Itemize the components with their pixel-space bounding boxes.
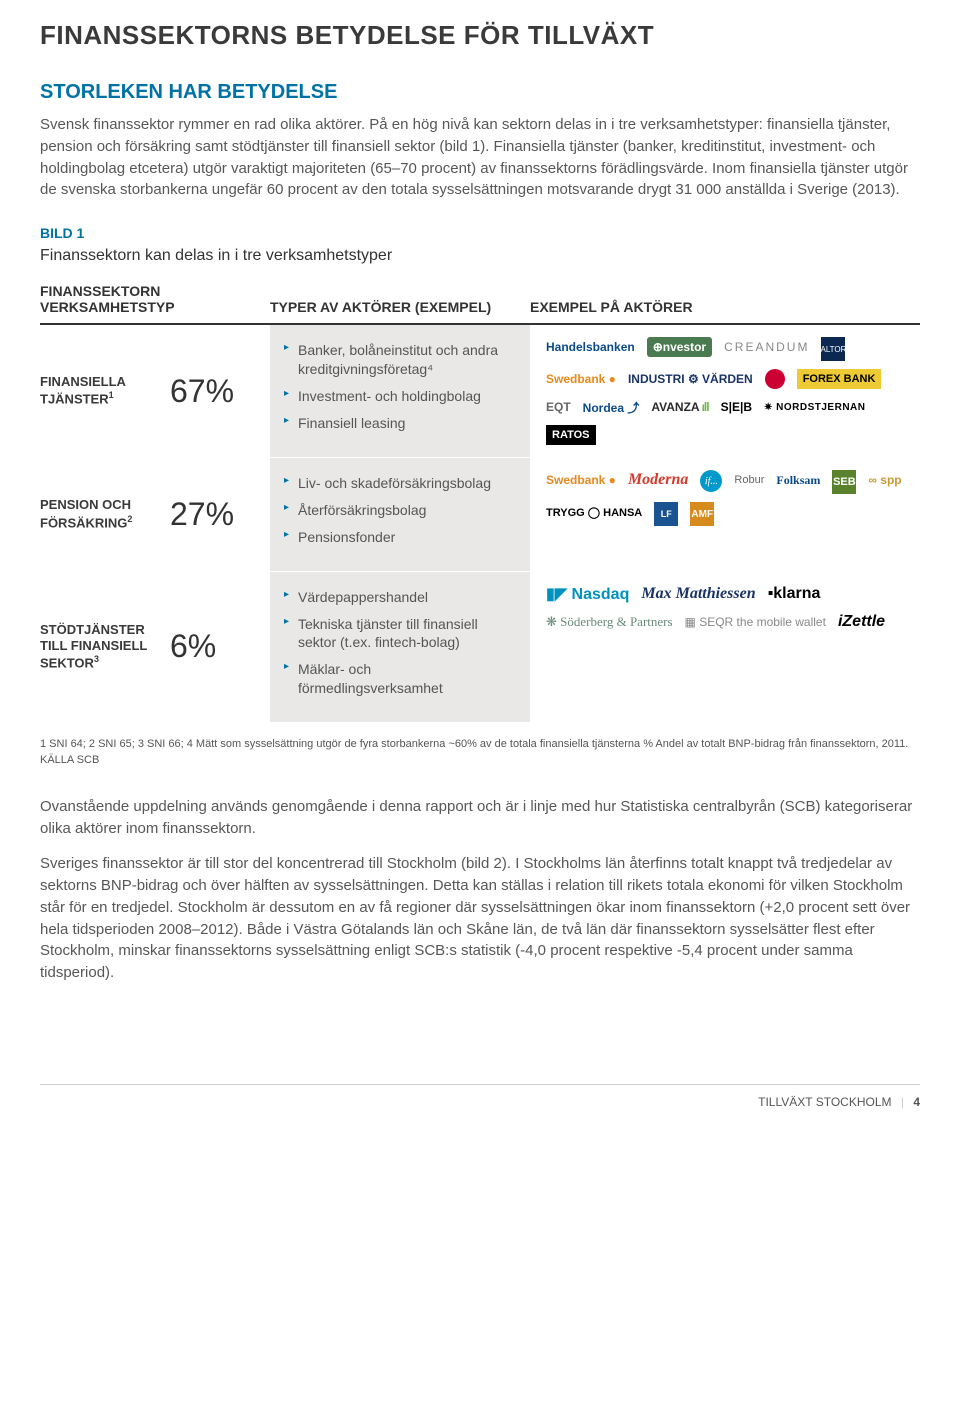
- company-logo: if...: [700, 470, 722, 492]
- company-logo: LF: [654, 502, 678, 526]
- footer-page-number: 4: [913, 1095, 920, 1109]
- row-logos-cell: Swedbank ● Moderna if... Robur Folksam SEB ∞ s…: [530, 458, 920, 571]
- page-footer: TILLVÄXT STOCKHOLM | 4: [40, 1084, 920, 1109]
- col-header-1-line1: FINANSSEKTORN: [40, 283, 160, 299]
- row-bullets-cell: Banker, bolåneinstitut och andra kreditg…: [270, 325, 530, 457]
- body-paragraph: Sveriges finanssektor är till stor del k…: [40, 853, 920, 984]
- footer-label: TILLVÄXT STOCKHOLM: [758, 1095, 891, 1109]
- company-logo: ▮◤ Nasdaq: [546, 584, 629, 604]
- body-paragraph: Ovanstående uppdelning används genomgåen…: [40, 796, 920, 840]
- row-category-cell: STÖDTJÄNSTER TILL FINANSIELL SEKTOR36%: [40, 572, 270, 722]
- company-logo: TRYGG ◯ HANSA: [546, 502, 642, 522]
- col-header-1: FINANSSEKTORN VERKSAMHETSTYP: [40, 283, 270, 315]
- company-logo: RATOS: [546, 425, 596, 445]
- row-bullets-cell: Värdepappershandel Tekniska tjänster till…: [270, 572, 530, 722]
- row-percentage: 6%: [160, 628, 216, 665]
- bullet-item: Finansiell leasing: [284, 414, 516, 433]
- row-logos-cell: ▮◤ Nasdaq Max Matthiessen ▪klarna ❋ Söderbe…: [530, 572, 920, 722]
- company-logo: ✷ NORDSTJERNAN: [764, 397, 866, 417]
- bullet-item: Banker, bolåneinstitut och andra kreditg…: [284, 341, 516, 379]
- company-logo: [765, 369, 785, 389]
- company-logo: EQT: [546, 397, 571, 417]
- company-logo: Swedbank ●: [546, 369, 616, 389]
- body-paragraphs: Ovanstående uppdelning används genomgåen…: [40, 796, 920, 984]
- company-logo: Folksam: [776, 470, 820, 490]
- page-title: FINANSSEKTORNS BETYDELSE FÖR TILLVÄXT: [40, 20, 920, 51]
- company-logo: ▪klarna: [768, 584, 821, 604]
- bild-number: BILD 1: [40, 225, 920, 241]
- company-logo: AMF: [690, 502, 714, 526]
- bullet-item: Tekniska tjänster till finansiell sektor…: [284, 615, 516, 653]
- company-logo: AVANZA: [651, 397, 708, 417]
- bullet-item: Mäklar- och förmedlingsverksamhet: [284, 660, 516, 698]
- bild-title: Finanssektorn kan delas in i tre verksam…: [40, 247, 920, 265]
- bullet-item: Värdepappershandel: [284, 588, 516, 607]
- row-percentage: 27%: [160, 496, 234, 533]
- row-category-cell: PENSION OCH FÖRSÄKRING227%: [40, 458, 270, 571]
- company-logo: INDUSTRI ⚙ VÄRDEN: [628, 369, 753, 389]
- subheading: STORLEKEN HAR BETYDELSE: [40, 81, 920, 104]
- table-row: PENSION OCH FÖRSÄKRING227%Liv- och skade…: [40, 458, 920, 572]
- table-row: STÖDTJÄNSTER TILL FINANSIELL SEKTOR36%Vä…: [40, 572, 920, 723]
- company-logo: ⊕nvestor: [647, 337, 712, 357]
- table-footnote: 1 SNI 64; 2 SNI 65; 3 SNI 66; 4 Mätt som…: [40, 737, 920, 768]
- row-percentage: 67%: [160, 373, 234, 410]
- company-logo: ▦ SEQR the mobile wallet: [685, 612, 826, 632]
- row-category-label: FINANSIELLA TJÄNSTER1: [40, 374, 160, 408]
- company-logo: ∞ spp: [868, 470, 901, 490]
- footer-divider: |: [901, 1095, 904, 1109]
- row-logos-cell: Handelsbanken ⊕nvestor CREANDUM ALTOR Swedba…: [530, 325, 920, 457]
- company-logo: Robur: [734, 470, 764, 490]
- col-header-1-line2: VERKSAMHETSTYP: [40, 299, 175, 315]
- row-category-cell: FINANSIELLA TJÄNSTER167%: [40, 325, 270, 457]
- company-logo: CREANDUM: [724, 337, 809, 357]
- company-logo: Moderna: [628, 470, 688, 490]
- company-logo: ALTOR: [821, 337, 845, 361]
- table-header-row: FINANSSEKTORN VERKSAMHETSTYP TYPER AV AK…: [40, 283, 920, 325]
- bullet-item: Pensionsfonder: [284, 528, 516, 547]
- row-bullets-cell: Liv- och skadeförsäkringsbolag Återförsäk…: [270, 458, 530, 571]
- company-logo: FOREX BANK: [797, 369, 882, 389]
- col-header-2: TYPER AV AKTÖRER (EXEMPEL): [270, 299, 530, 315]
- company-logo: Swedbank ●: [546, 470, 616, 490]
- bullet-item: Liv- och skadeförsäkringsbolag: [284, 474, 516, 493]
- bullet-item: Återförsäkringsbolag: [284, 501, 516, 520]
- table-row: FINANSIELLA TJÄNSTER167% Banker, bolånein…: [40, 325, 920, 458]
- company-logo: iZettle: [838, 612, 885, 632]
- company-logo: Handelsbanken: [546, 337, 635, 357]
- company-logo: SEB: [832, 470, 856, 494]
- col-header-3: EXEMPEL PÅ AKTÖRER: [530, 299, 920, 315]
- company-logo: Nordea ⤴: [583, 397, 640, 417]
- bullet-item: Investment- och holdingbolag: [284, 387, 516, 406]
- row-category-label: STÖDTJÄNSTER TILL FINANSIELL SEKTOR3: [40, 622, 160, 672]
- intro-paragraph: Svensk finanssektor rymmer en rad olika …: [40, 114, 920, 201]
- row-category-label: PENSION OCH FÖRSÄKRING2: [40, 497, 160, 531]
- company-logo: ❋ Söderberg & Partners: [546, 612, 673, 632]
- company-logo: Max Matthiessen: [641, 584, 755, 604]
- table-body: FINANSIELLA TJÄNSTER167% Banker, bolånein…: [40, 325, 920, 723]
- company-logo: S|E|B: [721, 397, 752, 417]
